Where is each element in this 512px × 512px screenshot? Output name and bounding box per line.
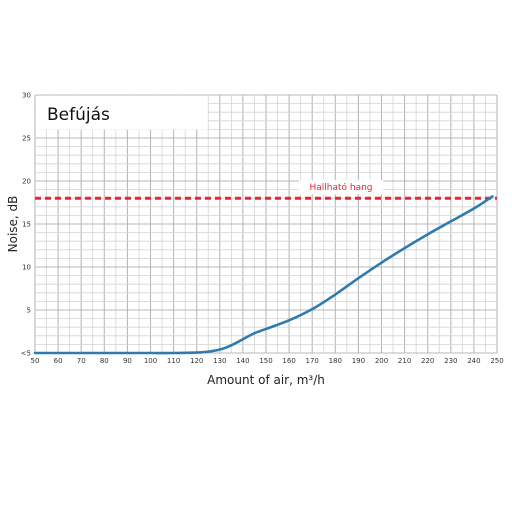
x-tick-label: 80 — [100, 357, 109, 365]
x-tick-label: 180 — [329, 357, 342, 365]
x-tick-label: 90 — [123, 357, 132, 365]
y-tick-label: 10 — [22, 264, 31, 272]
y-tick-label: 30 — [22, 92, 31, 100]
x-tick-label: 130 — [213, 357, 226, 365]
x-tick-label: 150 — [259, 357, 272, 365]
x-tick-label: 140 — [236, 357, 249, 365]
x-tick-label: 240 — [467, 357, 480, 365]
y-tick-label: 15 — [22, 221, 31, 229]
x-tick-label: 160 — [282, 357, 295, 365]
x-tick-label: 200 — [375, 357, 388, 365]
series-line — [33, 195, 494, 355]
x-tick-label: 70 — [77, 357, 86, 365]
title-background — [35, 95, 208, 130]
x-tick-label: 220 — [421, 357, 434, 365]
chart-title: Befújás — [47, 105, 110, 125]
y-tick-label: 25 — [22, 135, 31, 143]
x-tick-label: 50 — [31, 357, 40, 365]
x-tick-label: 100 — [144, 357, 157, 365]
x-tick-label: 210 — [398, 357, 411, 365]
x-tick-label: 250 — [490, 357, 503, 365]
reference-line-label: Hallható hang — [309, 182, 372, 193]
x-tick-label: 230 — [444, 357, 457, 365]
y-tick-label: 5 — [27, 307, 31, 315]
x-tick-label: 120 — [190, 357, 203, 365]
reference-label-background — [299, 180, 383, 195]
x-axis-label: Amount of air, m³/h — [207, 373, 325, 387]
x-tick-label: 60 — [54, 357, 63, 365]
y-axis-label: Noise, dB — [6, 196, 20, 253]
y-tick-label: 20 — [22, 178, 31, 186]
x-tick-label: 170 — [306, 357, 319, 365]
x-tick-label: 110 — [167, 357, 180, 365]
y-tick-labels: <5 5 10 15 20 25 30 — [21, 92, 31, 358]
x-tick-labels: 50 60 70 80 90 100 110 120 130 140 150 160 170 180 190… — [31, 357, 504, 365]
y-tick-label: <5 — [21, 350, 31, 358]
x-tick-label: 190 — [352, 357, 365, 365]
